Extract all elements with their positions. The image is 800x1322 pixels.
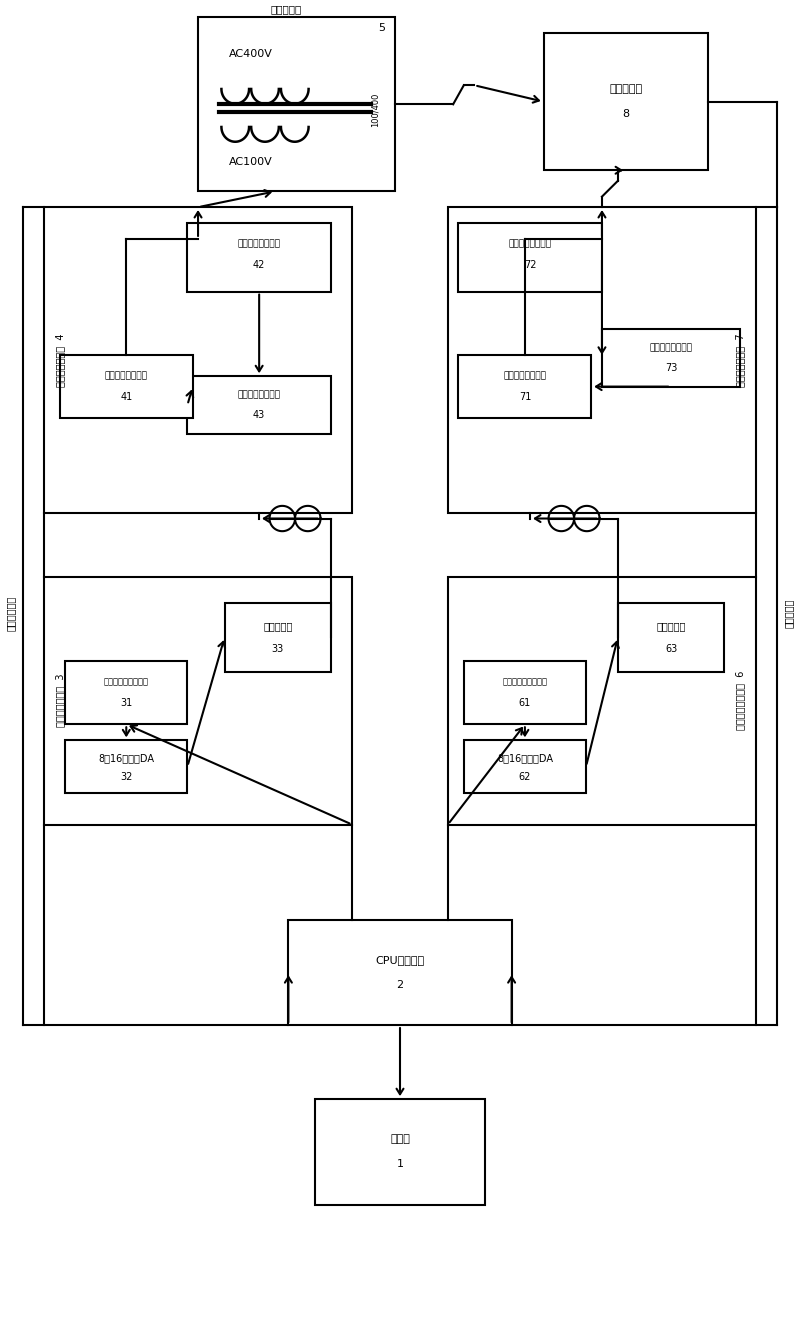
Text: 电压升压器: 电压升压器	[270, 4, 302, 13]
Text: 万波和正弦波数据表: 万波和正弦波数据表	[104, 678, 149, 686]
Text: 71: 71	[518, 393, 531, 402]
Bar	[288, 920, 512, 1025]
Text: AC100V: AC100V	[230, 157, 273, 167]
Text: 73: 73	[665, 362, 678, 373]
Bar	[60, 354, 193, 418]
Text: 2: 2	[397, 980, 403, 990]
Text: 恒压反馈控制单元: 恒压反馈控制单元	[238, 390, 281, 399]
Bar	[458, 223, 602, 292]
Text: 33: 33	[272, 644, 284, 654]
Text: 被试变压器: 被试变压器	[610, 85, 642, 94]
Text: 72: 72	[524, 260, 537, 270]
Bar	[44, 576, 352, 825]
Bar	[198, 17, 394, 192]
Text: 显示器: 显示器	[390, 1134, 410, 1144]
Bar	[225, 603, 331, 672]
Bar	[602, 329, 740, 386]
Bar	[464, 740, 586, 793]
Text: 恒流反馈控制单元: 恒流反馈控制单元	[650, 342, 693, 352]
Text: 电压电流采样: 电压电流采样	[6, 596, 16, 631]
Text: 电流功率放大单元: 电流功率放大单元	[509, 239, 552, 249]
Text: 万波和正弦波数据表: 万波和正弦波数据表	[502, 678, 547, 686]
Bar	[618, 603, 724, 672]
Text: 62: 62	[518, 772, 531, 783]
Bar	[44, 208, 352, 513]
Text: 电压功率放大器  4: 电压功率放大器 4	[55, 333, 65, 387]
Text: 5: 5	[378, 22, 386, 33]
Bar	[187, 375, 331, 434]
Text: 41: 41	[120, 393, 133, 402]
Text: 低频滤波器: 低频滤波器	[263, 621, 293, 631]
Text: 31: 31	[120, 698, 133, 709]
Text: 1: 1	[397, 1159, 403, 1170]
Text: 电流功率放大器  7: 电流功率放大器 7	[735, 333, 745, 387]
Bar	[65, 661, 187, 724]
Bar	[448, 208, 756, 513]
Text: CPU控制单元: CPU控制单元	[375, 954, 425, 965]
Text: 100/400: 100/400	[371, 93, 380, 127]
Text: 61: 61	[518, 698, 531, 709]
Text: 电流采样线: 电流采样线	[784, 599, 794, 628]
Bar	[448, 576, 756, 825]
Text: 电压功率放大单元: 电压功率放大单元	[238, 239, 281, 249]
Bar	[464, 661, 586, 724]
Text: 42: 42	[253, 260, 266, 270]
Text: AC400V: AC400V	[230, 49, 273, 59]
Text: 8到16位串行DA: 8到16位串行DA	[98, 754, 154, 763]
Text: 前置电流放大单元: 前置电流放大单元	[503, 371, 546, 381]
Text: 超低频信号发生器  6: 超低频信号发生器 6	[735, 670, 745, 730]
Text: 63: 63	[665, 644, 677, 654]
Text: 工频信号发生器  3: 工频信号发生器 3	[55, 674, 65, 727]
Bar	[543, 33, 708, 171]
Bar	[65, 740, 187, 793]
Text: 前置电压放大单元: 前置电压放大单元	[105, 371, 148, 381]
Bar	[187, 223, 331, 292]
Bar	[458, 354, 591, 418]
Text: 8到16位串行DA: 8到16位串行DA	[497, 754, 553, 763]
Text: 低频滤波器: 低频滤波器	[656, 621, 686, 631]
Text: 8: 8	[622, 110, 630, 119]
Text: 32: 32	[120, 772, 133, 783]
Text: 43: 43	[253, 410, 266, 420]
Bar	[315, 1099, 485, 1204]
